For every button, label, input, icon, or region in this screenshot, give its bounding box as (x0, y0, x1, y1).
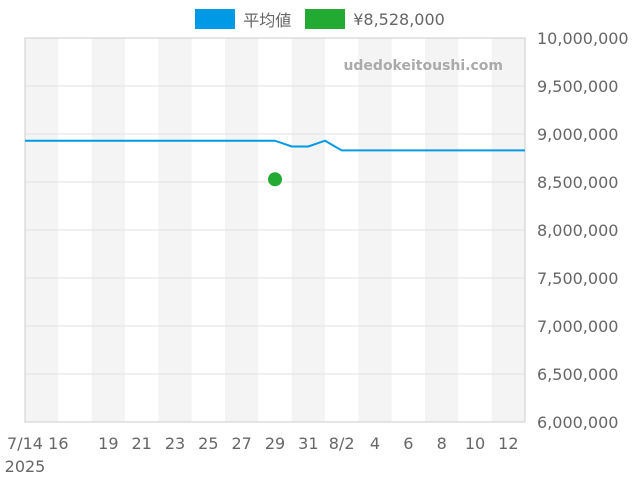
watermark-text: udedokeitoushi.com (343, 58, 503, 74)
y-tick-label: 6,000,000 (537, 413, 618, 432)
x-tick-label: 16 (48, 434, 68, 453)
legend: 平均値 ¥8,528,000 (0, 8, 640, 30)
y-tick-label: 10,000,000 (537, 29, 629, 48)
scatter-point-price[interactable] (268, 172, 282, 187)
x-tick-label: 31 (298, 434, 318, 453)
x-tick-label: 7/14 (7, 434, 43, 453)
y-tick-label: 8,500,000 (537, 173, 618, 192)
y-tick-label: 9,500,000 (537, 77, 618, 96)
x-tick-label: 10 (465, 434, 485, 453)
x-tick-label: 21 (131, 434, 151, 453)
legend-label-price: ¥8,528,000 (353, 9, 445, 29)
x-year-label: 2025 (5, 457, 46, 476)
y-tick-label: 7,000,000 (537, 317, 618, 336)
x-tick-label: 4 (370, 434, 380, 453)
x-tick-label: 23 (165, 434, 185, 453)
legend-item-average[interactable]: 平均値 (195, 7, 291, 31)
legend-swatch-average (195, 9, 236, 29)
plot-border (24, 37, 526, 423)
x-tick-label: 29 (265, 434, 285, 453)
x-tick-label: 19 (98, 434, 118, 453)
legend-label-average: 平均値 (243, 11, 292, 30)
x-tick-label: 8 (437, 434, 447, 453)
series-line-average (25, 139, 525, 152)
legend-item-price[interactable]: ¥8,528,000 (305, 9, 445, 29)
x-tick-label: 8/2 (329, 434, 355, 453)
x-tick-label: 12 (498, 434, 518, 453)
y-tick-label: 8,000,000 (537, 221, 618, 240)
y-tick-label: 7,500,000 (537, 269, 618, 288)
y-tick-label: 9,000,000 (537, 125, 618, 144)
x-tick-label: 27 (231, 434, 251, 453)
x-tick-label: 25 (198, 434, 218, 453)
y-tick-label: 6,500,000 (537, 365, 618, 384)
x-tick-label: 6 (403, 434, 413, 453)
legend-swatch-price (305, 9, 346, 29)
